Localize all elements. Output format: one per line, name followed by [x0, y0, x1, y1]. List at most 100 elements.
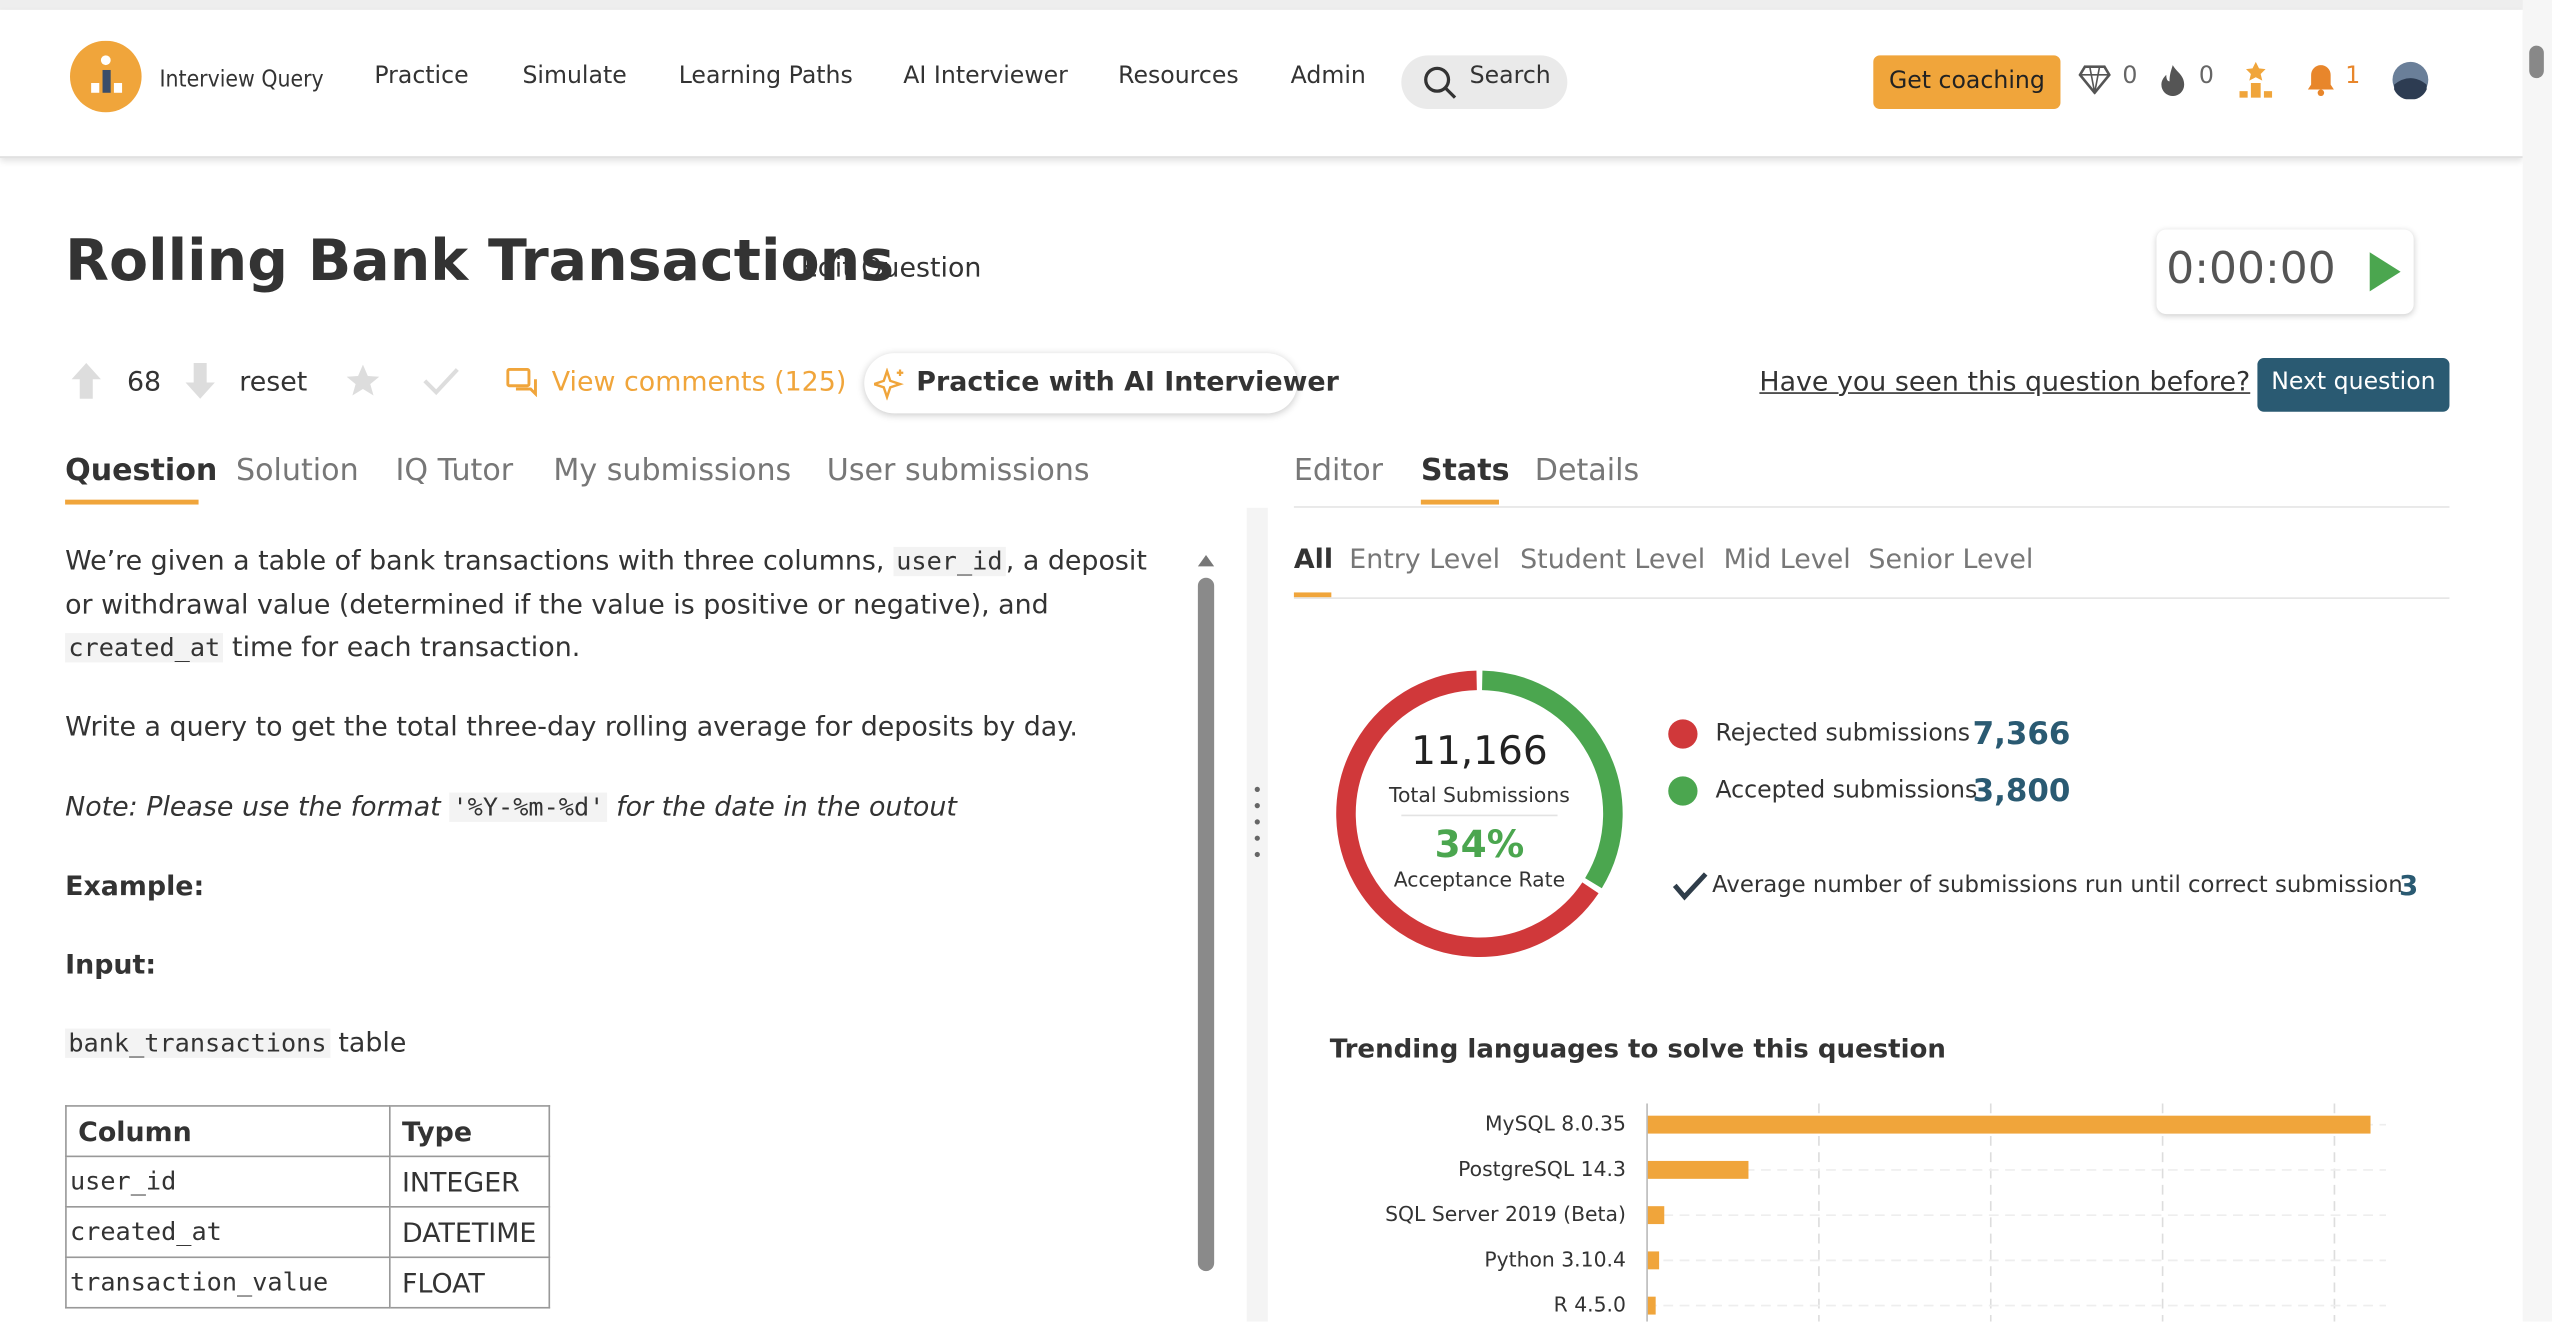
search-box[interactable] — [1401, 55, 1568, 110]
complete-icon[interactable] — [422, 365, 461, 398]
comments-icon — [506, 367, 537, 398]
text: We’re given a table of bank transactions… — [65, 545, 893, 577]
rank-icon[interactable] — [2238, 60, 2274, 99]
cell: created_at — [65, 1206, 391, 1259]
nav-link[interactable]: Admin — [1290, 63, 1366, 90]
y-tick-label: Python 3.10.4 — [1484, 1247, 1626, 1271]
splitter[interactable] — [1246, 507, 1268, 1322]
question-tab[interactable]: My submissions — [553, 454, 792, 489]
bar — [1647, 1115, 2371, 1134]
avatar[interactable] — [2391, 60, 2430, 100]
fire-icon — [2161, 65, 2185, 97]
y-tick-label: MySQL 8.0.35 — [1485, 1112, 1626, 1136]
search-icon — [1424, 66, 1457, 99]
notification-count: 1 — [2345, 63, 2361, 90]
gem-icon — [2078, 65, 2111, 95]
text: for the date in the outout — [607, 790, 957, 822]
panel-tab[interactable]: Details — [1534, 454, 1640, 489]
play-button[interactable] — [2365, 249, 2404, 295]
nav-link[interactable]: AI Interviewer — [903, 63, 1068, 90]
code: user_id — [892, 546, 1006, 577]
table-row: created_at DATETIME — [65, 1206, 550, 1259]
favorite-icon[interactable] — [345, 363, 381, 399]
upvote-icon[interactable] — [70, 361, 103, 400]
donut-segment — [1481, 670, 1623, 889]
left-scrollbar[interactable] — [1196, 547, 1216, 1322]
legend-label: Rejected submissions — [1715, 719, 1970, 747]
nav-link[interactable]: Simulate — [522, 63, 627, 90]
cell: DATETIME — [388, 1206, 550, 1259]
check-icon — [1672, 872, 1708, 901]
question-tab[interactable]: Solution — [235, 454, 359, 489]
level-tab[interactable]: Entry Level — [1349, 543, 1501, 575]
question-tab[interactable]: User submissions — [826, 454, 1090, 489]
panel-tab[interactable]: Editor — [1293, 454, 1384, 489]
next-question-button[interactable]: Next question — [2257, 358, 2450, 412]
cell: INTEGER — [388, 1155, 550, 1208]
schema-table: Column Type user_id INTEGER created_at DATE… — [65, 1105, 550, 1309]
level-tab[interactable]: Mid Level — [1723, 543, 1851, 575]
chart-title: Trending languages to solve this questio… — [1330, 1034, 1946, 1064]
logo[interactable] — [68, 40, 143, 116]
tab-underline — [1293, 592, 1332, 598]
downvote-icon[interactable] — [184, 361, 217, 400]
average-value: 3 — [2399, 869, 2418, 902]
bell-icon[interactable] — [2306, 63, 2335, 97]
legend-label: Accepted submissions — [1715, 775, 1977, 803]
heading: Input: — [65, 948, 157, 980]
panel-tab[interactable]: Stats — [1420, 454, 1510, 489]
edit-question[interactable]: Edit Question — [800, 252, 982, 284]
text: , a deposit or withdrawal value (determi… — [65, 545, 1147, 620]
y-tick-label: SQL Server 2019 (Beta) — [1385, 1202, 1626, 1226]
page-scrollbar[interactable] — [2522, 0, 2552, 1322]
legend-value: 7,366 — [1973, 716, 2071, 752]
legend-dot — [1668, 719, 1698, 749]
view-comments[interactable]: View comments (125) — [551, 366, 847, 398]
paragraph: Write a query to get the total three-day… — [65, 711, 1078, 743]
level-tab[interactable]: All — [1293, 543, 1334, 575]
search-label: Search — [1469, 63, 1551, 90]
cell: user_id — [65, 1155, 391, 1208]
sparkle-icon — [873, 367, 904, 401]
reset[interactable]: reset — [239, 366, 308, 398]
total-value: 11,166 — [1411, 729, 1548, 774]
y-tick-label: PostgreSQL 14.3 — [1458, 1157, 1626, 1181]
total-caption: Total Submissions — [1388, 783, 1570, 807]
level-tab[interactable]: Senior Level — [1868, 543, 2034, 575]
level-tab[interactable]: Student Level — [1520, 543, 1706, 575]
nav-link[interactable]: Practice — [374, 63, 469, 90]
y-tick-label: R 4.5.0 — [1554, 1293, 1626, 1317]
rate-value: 34% — [1435, 822, 1525, 866]
tab-underline — [65, 499, 199, 505]
question-tab[interactable]: Question — [65, 454, 218, 489]
question-title: Rolling Bank Transactions — [65, 229, 895, 295]
text: time for each transaction. — [223, 631, 581, 663]
legend-dot — [1668, 776, 1698, 806]
gem-count: 0 — [2122, 63, 2138, 90]
table-row: Column Type — [65, 1105, 550, 1158]
question-tab[interactable]: IQ Tutor — [395, 454, 514, 489]
bar — [1647, 1206, 1665, 1225]
top-strip — [0, 0, 2552, 10]
tab-rule — [1293, 506, 2450, 508]
tab-underline — [1420, 499, 1499, 505]
rate-caption: Acceptance Rate — [1394, 868, 1565, 892]
code: '%Y-%m-%d' — [449, 792, 608, 822]
average-caption: Average number of submissions run until … — [1712, 872, 2402, 898]
bar — [1647, 1251, 1660, 1270]
ai-button-label: Practice with AI Interviewer — [916, 366, 1339, 398]
heading: Example: — [65, 870, 205, 902]
coaching-button[interactable]: Get coaching — [1873, 55, 2061, 110]
paragraph: We’re given a table of bank transactions… — [65, 540, 1155, 669]
nav-link[interactable]: Resources — [1118, 63, 1239, 90]
bar — [1647, 1296, 1656, 1315]
nav-link[interactable]: Learning Paths — [678, 63, 853, 90]
seen-before-link[interactable]: Have you seen this question before? — [1759, 366, 2251, 398]
legend-value: 3,800 — [1973, 773, 2071, 809]
brand[interactable]: Interview Query — [159, 66, 324, 93]
donut-segment — [1336, 670, 1599, 957]
text: table — [329, 1026, 407, 1058]
